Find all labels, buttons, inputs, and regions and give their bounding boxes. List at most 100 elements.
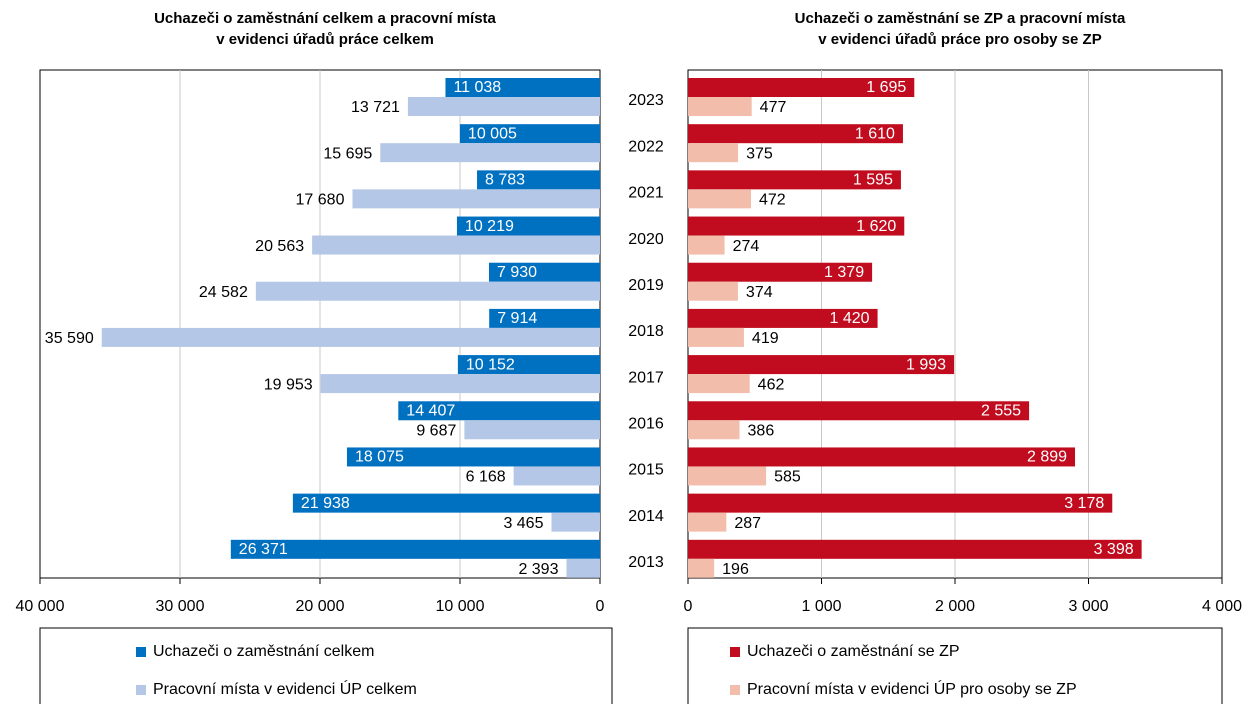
- bar: [688, 78, 915, 97]
- bar: [255, 281, 601, 301]
- value-label: 11 038: [453, 79, 501, 96]
- bar: [445, 78, 600, 97]
- bar: [457, 355, 600, 375]
- value-label: 2 393: [518, 561, 558, 578]
- value-label: 287: [734, 515, 761, 532]
- bar: [688, 558, 715, 578]
- bar: [688, 493, 1113, 513]
- legend-box: [687, 627, 1223, 704]
- bar: [688, 512, 727, 532]
- y-category-label: 2015: [628, 462, 664, 479]
- bar: [566, 558, 600, 578]
- legend-swatch: [136, 647, 146, 657]
- x-tick-label: 1 000: [801, 598, 841, 615]
- bar: [688, 97, 752, 116]
- value-label: 7 914: [497, 310, 537, 327]
- value-label: 472: [759, 192, 786, 209]
- value-label: 20 563: [255, 238, 304, 255]
- legend-swatch: [730, 685, 740, 695]
- value-label: 17 680: [296, 192, 345, 209]
- value-label: 19 953: [264, 376, 313, 393]
- y-category-label: 2013: [628, 554, 664, 571]
- x-tick-label: 20 000: [296, 598, 345, 615]
- bar: [513, 466, 600, 486]
- bar: [688, 420, 740, 440]
- value-label: 1 379: [824, 264, 864, 281]
- value-label: 274: [733, 238, 760, 255]
- bar: [407, 97, 600, 116]
- value-label: 196: [722, 561, 749, 578]
- bar: [352, 189, 600, 209]
- x-tick-label: 0: [684, 598, 693, 615]
- x-tick-label: 40 000: [16, 598, 65, 615]
- y-category-label: 2020: [628, 231, 664, 248]
- value-label: 24 582: [199, 284, 248, 301]
- value-label: 375: [746, 145, 773, 162]
- y-category-label: 2016: [628, 415, 664, 432]
- x-tick-label: 4 000: [1202, 598, 1242, 615]
- value-label: 1 420: [830, 310, 870, 327]
- value-label: 3 178: [1064, 495, 1104, 512]
- value-label: 1 595: [853, 172, 893, 189]
- bar: [688, 189, 752, 209]
- bar: [688, 355, 955, 375]
- y-category-label: 2014: [628, 508, 664, 525]
- value-label: 3 398: [1094, 541, 1134, 558]
- bar: [398, 401, 600, 421]
- bar: [477, 170, 600, 190]
- y-category-label: 2017: [628, 369, 664, 386]
- bar: [688, 262, 873, 282]
- value-label: 3 465: [503, 515, 543, 532]
- x-tick-label: 0: [596, 598, 605, 615]
- y-category-label: 2018: [628, 323, 664, 340]
- value-label: 419: [752, 330, 779, 347]
- bar: [551, 512, 600, 532]
- legend-label: Uchazeči o zaměstnání celkem: [153, 643, 374, 660]
- legend-label: Pracovní místa v evidenci ÚP pro osoby s…: [747, 679, 1077, 698]
- value-label: 26 371: [239, 541, 288, 558]
- y-category-label: 2022: [628, 138, 664, 155]
- value-label: 1 993: [906, 356, 946, 373]
- value-label: 14 407: [406, 402, 455, 419]
- bar: [688, 216, 905, 236]
- value-label: 9 687: [416, 422, 456, 439]
- value-label: 18 075: [355, 449, 404, 466]
- bar: [688, 327, 744, 347]
- x-tick-label: 3 000: [1068, 598, 1108, 615]
- legend-label: Uchazeči o zaměstnání se ZP: [747, 643, 960, 660]
- legend-swatch: [730, 647, 740, 657]
- bar: [312, 235, 600, 255]
- bar: [688, 466, 767, 486]
- legend-box: [39, 627, 613, 704]
- value-label: 6 168: [466, 469, 506, 486]
- value-label: 15 695: [323, 145, 372, 162]
- legend-swatch: [136, 685, 146, 695]
- bar: [488, 262, 600, 282]
- value-label: 1 695: [866, 79, 906, 96]
- bar: [380, 143, 600, 163]
- chart-title: Uchazeči o zaměstnání celkem a pracovní …: [154, 10, 496, 48]
- bar: [489, 308, 600, 328]
- bar: [688, 539, 1142, 559]
- bar: [688, 170, 901, 190]
- value-label: 1 620: [856, 218, 896, 235]
- bar: [230, 539, 600, 559]
- value-label: 8 783: [485, 172, 525, 189]
- value-label: 585: [774, 469, 801, 486]
- y-category-label: 2021: [628, 185, 664, 202]
- bar: [346, 447, 600, 467]
- value-label: 2 555: [981, 402, 1021, 419]
- bar: [101, 327, 601, 347]
- value-label: 462: [758, 376, 785, 393]
- bar: [459, 124, 600, 144]
- value-label: 386: [748, 422, 775, 439]
- bar: [464, 420, 600, 440]
- bar: [320, 374, 600, 394]
- value-label: 1 610: [855, 125, 895, 142]
- bar: [688, 143, 739, 163]
- x-tick-label: 2 000: [935, 598, 975, 615]
- value-label: 10 219: [465, 218, 514, 235]
- value-label: 477: [760, 99, 787, 116]
